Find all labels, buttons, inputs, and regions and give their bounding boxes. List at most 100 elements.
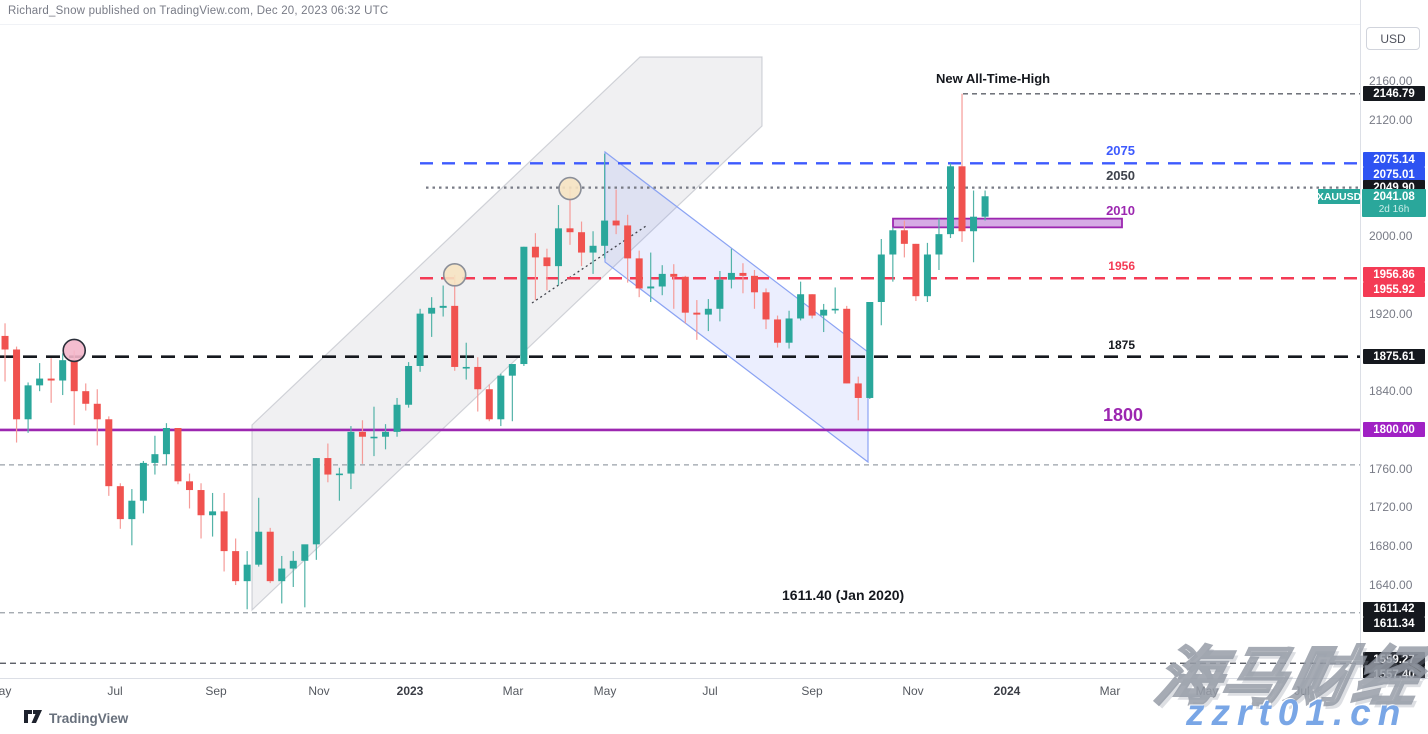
candle-body-up [335,473,343,476]
candle-body-up [866,302,874,398]
candle-body-down [566,228,574,233]
time-tick-label: Mar [502,684,524,698]
candle-body-down [186,481,194,491]
candle-body-up [658,273,666,287]
candle-body-down [47,378,55,381]
chart-canvas[interactable] [0,0,1360,678]
price-level-badge: 1611.42 [1363,601,1425,617]
candle-body-down [958,166,966,232]
candle-body-down [220,511,228,552]
candle-body-up [416,313,424,366]
candle-body-up [162,428,170,455]
time-tick-label: May [593,684,617,698]
candle-body-up [820,309,828,316]
candle-body-up [289,560,297,569]
last-price-badge: 2041.08 2d 16h [1362,188,1426,217]
candle-body-down [612,220,620,226]
candle-body-down [750,275,758,293]
candle-body-up [727,272,735,280]
candle-body-up [151,454,159,463]
candle-body-up [428,307,436,314]
descending-channel [604,150,869,464]
price-tick-label: 1720.00 [1369,500,1413,515]
time-tick-label: Sep [205,684,227,698]
price-level-badge: 1955.92 [1363,282,1425,298]
candle-body-up [923,254,931,297]
price-level-badge: 1611.34 [1363,616,1425,632]
candle-body-up [831,308,839,311]
candle-body-down [624,225,632,259]
price-tick-label: 2120.00 [1369,112,1413,127]
candle-body-down [82,391,90,404]
candle-body-down [774,319,782,343]
candle-body-down [578,232,586,253]
candle-body-down [1,335,9,350]
candle-body-down [739,272,747,276]
time-tick-label: Nov [308,684,330,698]
candle-body-up [382,431,390,437]
candle-body-up [935,234,943,255]
candle-body-up [716,279,724,309]
price-tick-label: 1840.00 [1369,384,1413,399]
candle-body-up [589,245,597,253]
time-tick-label: Nov [902,684,924,698]
candle-body-down [324,458,332,475]
candle-body-up [370,436,378,439]
published-byline: Richard_Snow published on TradingView.co… [8,5,389,17]
price-tick-label: 2160.00 [1369,74,1413,88]
candle-body-down [693,312,701,315]
candle-body-up [278,568,286,582]
candle-body-down [70,360,78,392]
candle-body-down [174,428,182,482]
watermark-site-url: zzrt01.cn [1186,692,1408,733]
candle-body-down [670,273,678,277]
candle-body-up [243,564,251,582]
candle-body-down [681,276,689,313]
candle-body-up [24,385,32,420]
candle-body-up [439,305,447,308]
candle-body-down [854,383,862,398]
candle-body-up [889,230,897,255]
candle-body-down [843,308,851,384]
event-marker-circle [62,338,87,363]
price-axis[interactable]: 2160.00 2120.00 2000.00 1920.00 1840.00 1760.… [1360,0,1428,683]
candle-body-up [312,458,320,545]
candle-body-up [347,431,355,474]
candle-body-down [451,305,459,367]
candle-body-up [601,220,609,246]
last-price-value: 2041.08 [1373,190,1415,203]
candle-body-down [197,490,205,516]
candle-body-down [808,294,816,316]
candle-body-up [704,308,712,315]
candle-body-up [877,254,885,303]
price-tick-label: 1680.00 [1369,539,1413,554]
time-tick-label: Jul [702,684,718,698]
price-tick-label: 1640.00 [1369,578,1413,593]
candle-body-up [462,366,470,369]
candle-body-up [36,378,44,386]
candle-body-up [970,216,978,232]
tradingview-logo-link[interactable]: TradingView [24,710,128,727]
candle-body-up [405,365,413,405]
candle-body-up [946,166,954,235]
candle-body-down [105,419,113,487]
time-tick-label: 2023 [396,684,424,698]
candle-body-up [301,544,309,561]
price-tick-label: 2000.00 [1369,229,1413,244]
bar-countdown: 2d 16h [1378,204,1410,215]
time-axis[interactable]: ay Jul Sep Nov 2023 Mar May Jul Sep Nov 2024 Mar May… [0,678,1428,707]
event-marker-circle [442,263,467,287]
price-level-badge: 2146.79 [1363,86,1425,102]
candle-body-up [209,511,217,516]
candle-body-down [232,551,240,582]
price-tick-label: 1760.00 [1369,461,1413,476]
currency-unit-button[interactable]: USD [1366,27,1420,50]
candle-body-down [485,389,493,420]
support-zone-2010 [892,217,1123,229]
time-tick-label: Jul [107,684,123,698]
candle-body-up [785,318,793,343]
candle-body-down [358,431,366,437]
time-tick-label: Jul [1294,684,1310,698]
ascending-channel [251,56,763,612]
